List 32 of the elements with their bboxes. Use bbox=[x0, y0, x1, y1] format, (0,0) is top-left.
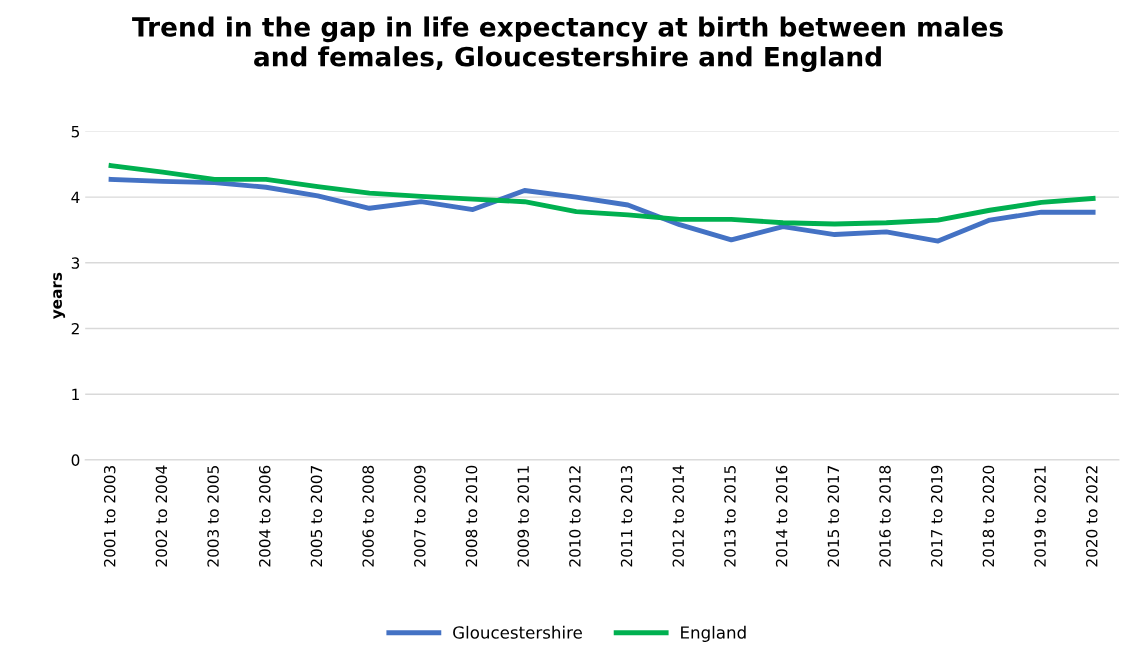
x-tick-label: 2005 to 2007 bbox=[310, 466, 323, 567]
x-tick-label: 2006 to 2008 bbox=[362, 465, 374, 567]
x-tick-label: 2008 to 2010 bbox=[465, 465, 478, 567]
legend-label: Gloucestershire bbox=[453, 625, 582, 639]
y-axis-title: years bbox=[53, 272, 66, 320]
y-tick-label: 5 bbox=[71, 126, 79, 138]
x-tick-label: 2010 to 2012 bbox=[569, 466, 581, 567]
x-tick-label: 2014 to 2016 bbox=[775, 465, 788, 567]
y-tick-label: 3 bbox=[71, 257, 80, 269]
y-tick-label: 2 bbox=[71, 322, 79, 335]
x-tick-label: 2001 to 2003 bbox=[103, 465, 116, 567]
line-series bbox=[108, 176, 1096, 244]
line-series bbox=[108, 163, 1096, 227]
x-tick-label: 2009 to 2011 bbox=[517, 466, 529, 567]
y-tick-label: 0 bbox=[71, 454, 80, 466]
y-tick-label: 1 bbox=[72, 388, 79, 400]
x-tick-label: 2019 to 2021 bbox=[1034, 466, 1046, 567]
x-tick-label: 2003 to 2005 bbox=[207, 466, 219, 567]
x-tick-label: 2013 to 2015 bbox=[724, 466, 736, 567]
x-tick-label: 2007 to 2009 bbox=[414, 465, 426, 567]
x-tick-label: 2016 to 2018 bbox=[879, 465, 891, 567]
x-tick-label: 2002 to 2004 bbox=[155, 465, 168, 567]
legend-label: England bbox=[681, 625, 746, 642]
x-tick-label: 2018 to 2020 bbox=[982, 465, 995, 567]
x-tick-label: 2015 to 2017 bbox=[827, 466, 840, 567]
x-tick-label: 2011 to 2013 bbox=[620, 465, 633, 567]
chart-title: Trend in the gap in life expectancy at birth between males and females, Gloucestershire and England bbox=[132, 16, 1003, 72]
x-tick-label: 2020 to 2022 bbox=[1085, 466, 1098, 567]
y-tick-label: 4 bbox=[71, 191, 80, 203]
x-tick-label: 2012 to 2014 bbox=[672, 465, 685, 567]
x-tick-label: 2017 to 2019 bbox=[930, 465, 943, 567]
x-tick-label: 2004 to 2006 bbox=[258, 465, 271, 567]
